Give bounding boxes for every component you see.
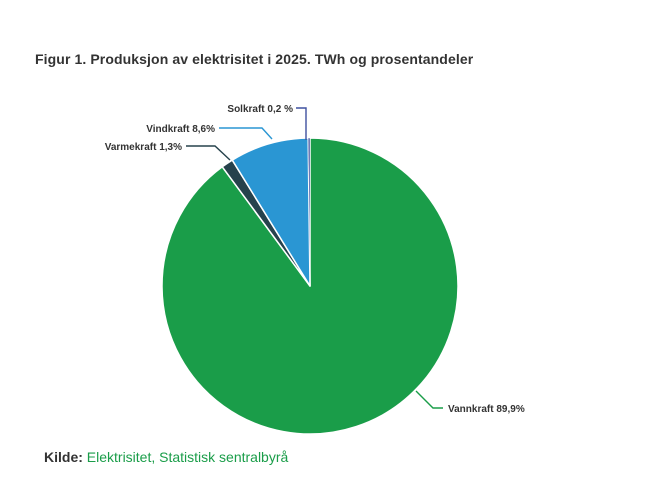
- source-line: Kilde: Elektrisitet, Statistisk sentralb…: [44, 449, 288, 465]
- slice-label-vannkraft: Vannkraft 89,9%: [448, 404, 525, 415]
- leader-lines: [186, 107, 443, 409]
- slice-label-solkraft: Solkraft 0,2 %: [227, 104, 293, 115]
- pie-slices: [161, 137, 459, 435]
- figure-title: Figur 1. Produksjon av elektrisitet i 20…: [35, 51, 474, 67]
- slice-label-varmekraft: Varmekraft 1,3%: [105, 142, 182, 153]
- leader-line-varmekraft: [186, 145, 231, 161]
- leader-line-solkraft: [296, 107, 307, 140]
- source-prefix: Kilde:: [44, 449, 83, 465]
- leader-line-vannkraft: [415, 390, 443, 409]
- pie-slice-solkraft[interactable]: [307, 137, 311, 287]
- leader-line-vindkraft: [219, 127, 273, 140]
- slice-label-vindkraft: Vindkraft 8,6%: [146, 124, 215, 135]
- source-link[interactable]: Elektrisitet, Statistisk sentralbyrå: [86, 449, 289, 465]
- slice-labels: Vannkraft 89,9% Varmekraft 1,3% Vindkraf…: [105, 104, 525, 415]
